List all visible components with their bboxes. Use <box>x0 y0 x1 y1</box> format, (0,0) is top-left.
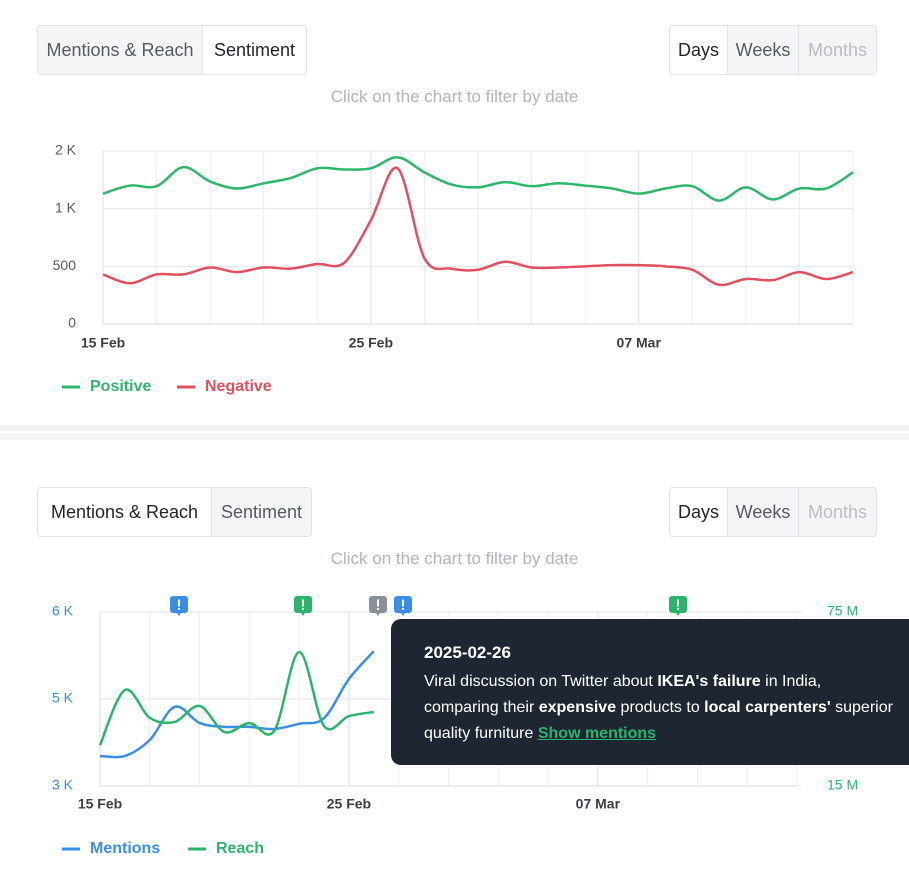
tooltip-run: products to <box>616 699 705 716</box>
legend-label: Reach <box>216 840 264 857</box>
y-tick-label: 3 K <box>52 777 74 793</box>
legend-label: Negative <box>205 378 272 395</box>
x-tick-label: 15 Feb <box>81 335 125 351</box>
legend-label: Positive <box>90 378 151 395</box>
series-line <box>98 650 375 746</box>
tab[interactable]: Mentions & Reach <box>46 39 194 60</box>
event-marker[interactable] <box>669 596 687 616</box>
y-tick-label: 1 K <box>55 199 77 215</box>
range-tab[interactable]: Days <box>670 26 727 74</box>
x-tick-label: 25 Feb <box>349 335 393 351</box>
event-marker[interactable] <box>170 596 188 616</box>
tooltip-text: Viral discussion on Twitter about IKEA's… <box>424 669 894 747</box>
tooltip: 2025-02-26 Viral discussion on Twitter a… <box>391 619 909 765</box>
y-tick-label: 6 K <box>52 603 74 619</box>
tab[interactable]: Sentiment <box>202 26 306 74</box>
hint: Click on the chart to filter by date <box>330 87 579 106</box>
tooltip-run: IKEA's failure <box>657 673 761 690</box>
event-marker[interactable] <box>394 596 412 616</box>
x-tick-label: 25 Feb <box>327 796 371 812</box>
y2-tick-label: 75 M <box>827 603 858 619</box>
view-tabs: Mentions & Reach Sentiment <box>37 487 312 537</box>
y-tick-label: 500 <box>53 257 77 273</box>
event-markers <box>170 596 687 616</box>
y-tick-label: 2 K <box>55 142 77 158</box>
range-tabs: Days Weeks Months <box>669 25 877 75</box>
x-tick-label: 07 Mar <box>576 796 621 812</box>
tooltip-run: Viral discussion on Twitter about <box>424 673 658 690</box>
event-marker[interactable] <box>369 596 387 616</box>
event-marker[interactable] <box>294 596 312 616</box>
range-tab: Months <box>798 26 876 74</box>
series-line <box>99 650 375 759</box>
tooltip-run: superior quality furniture <box>424 699 893 742</box>
legend-label: Mentions <box>90 840 160 857</box>
tab[interactable]: Mentions & Reach <box>38 488 211 536</box>
tooltip-run: expensive <box>538 699 617 716</box>
divider-line <box>0 431 909 434</box>
range-tab[interactable]: Days <box>670 488 727 536</box>
hint: Click on the chart to filter by date <box>330 549 579 568</box>
tab[interactable]: Sentiment <box>211 488 311 536</box>
series-line <box>102 156 854 202</box>
tooltip-run: local carpenters' <box>704 699 831 716</box>
x-tick-label: 15 Feb <box>78 796 122 812</box>
y-tick-label: 0 <box>68 315 76 331</box>
range-tab[interactable]: Weeks <box>727 488 798 536</box>
series-line <box>102 166 854 287</box>
tooltip-date: 2025-02-26 <box>424 643 511 662</box>
view-tabs: Mentions & Reach Sentiment <box>37 25 307 75</box>
range-tab: Months <box>798 488 876 536</box>
y2-tick-label: 15 M <box>827 777 858 793</box>
x-tick-label: 07 Mar <box>617 335 662 351</box>
range-tabs: Days Weeks Months <box>669 487 877 537</box>
show-mentions-link[interactable]: Show mentions <box>537 725 657 742</box>
range-tab[interactable]: Weeks <box>727 26 798 74</box>
y-tick-label: 5 K <box>52 690 74 706</box>
tooltip-run: in India, comparing their <box>424 673 822 716</box>
